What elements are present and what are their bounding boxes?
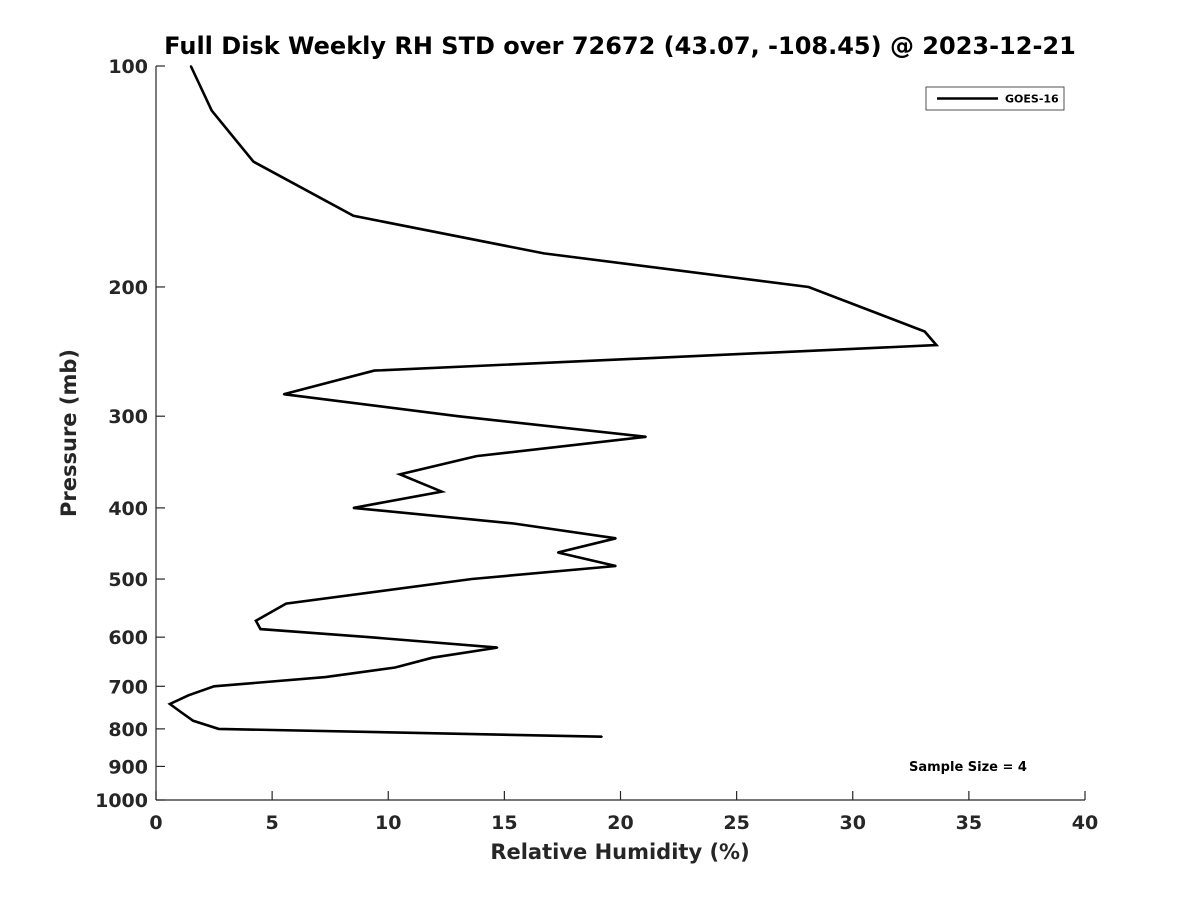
y-tick-label: 100 <box>108 56 148 78</box>
legend-entry-goes-16: GOES-16 <box>1005 93 1059 106</box>
data-point <box>213 685 216 688</box>
series-layer <box>167 65 940 738</box>
y-tick-label: 700 <box>108 676 148 698</box>
data-point <box>210 109 213 112</box>
data-point <box>282 393 285 396</box>
data-point <box>615 565 617 567</box>
data-point <box>255 619 257 622</box>
data-point <box>169 703 171 705</box>
x-tick-label: 25 <box>723 812 749 834</box>
data-point <box>324 676 327 678</box>
y-tick-label: 300 <box>108 406 148 428</box>
data-point <box>352 507 355 509</box>
data-point <box>368 636 371 639</box>
data-point <box>180 711 183 714</box>
data-point <box>543 252 545 255</box>
data-point <box>259 628 262 630</box>
data-point <box>252 160 255 163</box>
data-point <box>457 415 459 418</box>
legend: GOES-16 <box>925 86 1065 111</box>
data-point <box>475 455 478 457</box>
data-point <box>615 537 617 540</box>
data-point <box>189 65 192 67</box>
data-point <box>394 666 397 669</box>
y-tick-label: 900 <box>108 756 148 778</box>
data-point <box>285 602 287 605</box>
x-tick-label: 20 <box>607 812 633 834</box>
data-point <box>440 490 443 493</box>
x-tick-label: 35 <box>956 812 982 834</box>
x-tick-label: 5 <box>266 812 279 834</box>
data-point <box>399 473 401 476</box>
x-axis-label: Relative Humidity (%) <box>490 840 749 864</box>
x-axis-ticks: 0 5 10 15 20 25 30 35 40 <box>149 791 1098 834</box>
x-tick-label: 15 <box>491 812 517 834</box>
data-point <box>471 578 473 580</box>
data-point <box>512 522 515 525</box>
data-point <box>192 719 195 722</box>
y-tick-label: 500 <box>108 569 148 591</box>
data-point <box>935 344 938 346</box>
data-point <box>601 735 603 738</box>
data-point <box>496 646 499 649</box>
y-tick-label: 800 <box>108 719 148 741</box>
y-axis-label: Pressure (mb) <box>57 349 81 517</box>
y-tick-label: 400 <box>108 498 148 520</box>
data-point <box>807 286 810 288</box>
data-point <box>352 214 355 217</box>
series-line-goes-16 <box>167 65 940 738</box>
data-point <box>373 369 376 372</box>
y-tick-label: 1000 <box>95 790 148 812</box>
data-point <box>645 435 647 438</box>
x-tick-label: 40 <box>1072 812 1098 834</box>
sample-size-annotation: Sample Size = 4 <box>909 760 1027 775</box>
x-tick-label: 30 <box>840 812 866 834</box>
data-point <box>923 330 926 333</box>
data-point <box>556 551 559 554</box>
data-point <box>431 656 434 659</box>
y-tick-label: 200 <box>108 277 148 299</box>
y-tick-label: 600 <box>108 627 148 649</box>
data-point <box>217 728 220 730</box>
data-point <box>187 694 190 697</box>
chart-title: Full Disk Weekly RH STD over 72672 (43.0… <box>164 32 1076 60</box>
x-tick-label: 10 <box>375 812 401 834</box>
y-axis-ticks: 100 200 300 400 500 600 700 800 900 1000 <box>95 56 165 812</box>
x-tick-label: 0 <box>149 812 162 834</box>
